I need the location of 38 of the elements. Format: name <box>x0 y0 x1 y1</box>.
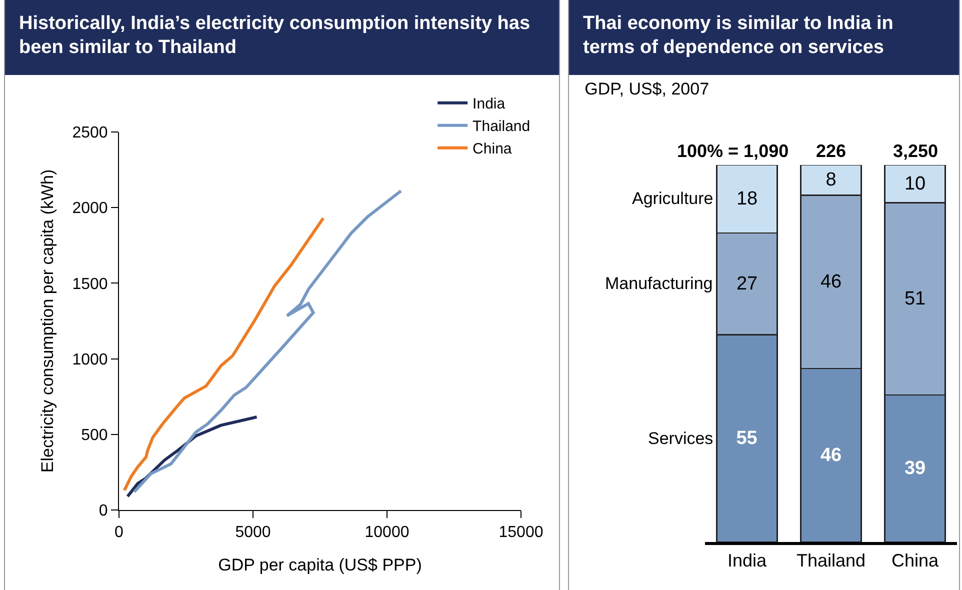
y-tick-label: 500 <box>81 427 108 444</box>
legend-label: India <box>472 96 506 113</box>
data-label: 10 <box>904 173 926 194</box>
x-axis-title: GDP per capita (US$ PPP) <box>218 556 422 575</box>
data-label: 27 <box>736 273 758 294</box>
line-series <box>132 189 402 494</box>
x-tick-label: India <box>727 550 768 571</box>
annotation: 3,250 <box>893 141 938 161</box>
x-tick-label: 0 <box>114 524 124 542</box>
legend-label: China <box>472 140 512 158</box>
x-tick-label: China <box>891 550 940 571</box>
data-label: 55 <box>736 428 758 449</box>
x-tick-label: 5000 <box>235 524 271 542</box>
series-label: Agriculture <box>632 189 714 208</box>
line-series <box>122 216 325 492</box>
data-label: 39 <box>904 458 926 479</box>
x-tick-label: Thailand <box>796 550 866 571</box>
series-label: Manufacturing <box>605 274 713 293</box>
chart-subtitle: GDP, US$, 2007 <box>584 80 710 99</box>
chart-title: Historically, India’s electricity consumption intensity has been similar to Thailand <box>5 0 559 75</box>
y-tick-label: 1000 <box>72 351 108 368</box>
y-axis-title: Electricity consumption per capita (kWh) <box>38 169 57 473</box>
data-label: 8 <box>826 170 836 191</box>
y-tick-label: 1500 <box>72 276 108 293</box>
x-tick-label: 10000 <box>364 524 410 542</box>
y-tick-label: 0 <box>98 502 108 520</box>
data-label: 51 <box>904 288 926 310</box>
data-label: 18 <box>736 188 758 210</box>
annotation: 226 <box>816 141 846 161</box>
series-label: Services <box>648 429 714 448</box>
annotation: 100% = 1,090 <box>677 141 789 161</box>
legend-label: Thailand <box>472 118 530 136</box>
data-label: 46 <box>820 444 842 466</box>
y-tick-label: 2500 <box>72 124 108 142</box>
chart-title: Thai economy is similar to India in terms of dependence on services <box>569 0 959 75</box>
x-tick-label: 15000 <box>498 524 544 542</box>
data-label: 46 <box>820 271 842 292</box>
y-tick-label: 2000 <box>72 200 108 218</box>
